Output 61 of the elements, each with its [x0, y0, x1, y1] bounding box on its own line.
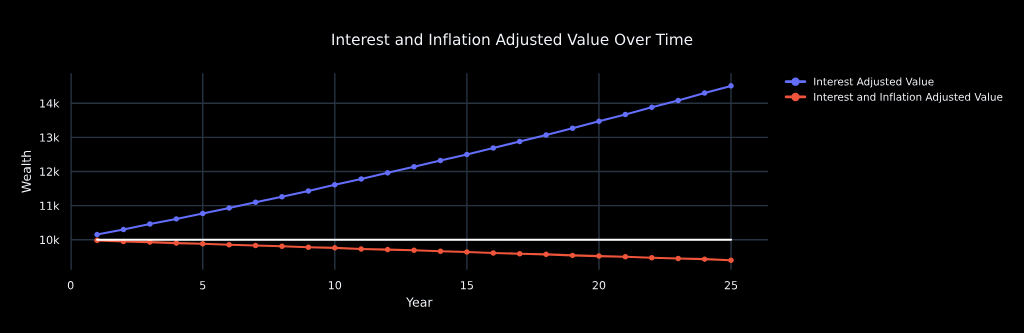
point	[464, 151, 470, 158]
y-axis-title: Wealth	[21, 150, 31, 193]
point	[569, 252, 576, 259]
point	[358, 176, 364, 182]
point	[516, 138, 523, 145]
chart-title: Interest and Inflation Adjusted Value Over Time	[332, 33, 693, 49]
x-axis-title: Year	[406, 297, 433, 307]
point	[649, 255, 655, 261]
point	[649, 104, 655, 111]
point	[279, 193, 285, 200]
x-tick-label: 5	[200, 281, 206, 290]
point	[384, 246, 391, 253]
point	[437, 248, 444, 255]
point	[252, 199, 259, 205]
y-tick-label: 11k	[40, 201, 60, 210]
point	[226, 205, 232, 211]
point	[147, 221, 153, 227]
point	[728, 257, 734, 263]
point	[173, 216, 180, 222]
point	[516, 250, 523, 257]
point	[411, 163, 417, 170]
point	[305, 188, 312, 194]
point	[199, 210, 206, 217]
point	[490, 145, 497, 151]
point	[279, 243, 285, 249]
x-tick-label: 10	[328, 281, 342, 290]
y-tick-label: 14k	[40, 99, 60, 108]
point	[569, 125, 576, 131]
point	[490, 250, 497, 256]
x-tick-label: 0	[67, 281, 74, 290]
legend-label: Interest Adjusted Value	[814, 77, 934, 88]
y-tick-label: 10k	[40, 235, 60, 245]
point	[173, 240, 180, 246]
point	[543, 132, 549, 138]
point	[701, 90, 708, 96]
y-tick-label: 13k	[40, 133, 60, 142]
point	[411, 247, 417, 254]
x-tick-label: 25	[724, 281, 738, 290]
point	[464, 249, 470, 255]
point	[384, 170, 391, 176]
point	[675, 97, 681, 104]
point	[728, 83, 734, 89]
point	[437, 157, 444, 164]
point	[226, 242, 232, 248]
point	[701, 256, 708, 262]
point	[332, 245, 338, 251]
y-tick-label: 12k	[40, 167, 60, 176]
x-tick-label: 20	[592, 281, 606, 290]
legend-label: Interest and Inflation Adjusted Value	[814, 92, 1003, 103]
point	[358, 246, 364, 252]
point	[596, 118, 602, 125]
x-tick-label: 15	[461, 281, 473, 290]
point	[596, 253, 602, 259]
point	[622, 111, 629, 118]
point	[675, 255, 681, 262]
point	[332, 182, 338, 188]
point	[305, 244, 312, 250]
point	[94, 231, 100, 238]
point	[622, 253, 629, 260]
point	[199, 241, 206, 247]
point	[543, 251, 549, 258]
